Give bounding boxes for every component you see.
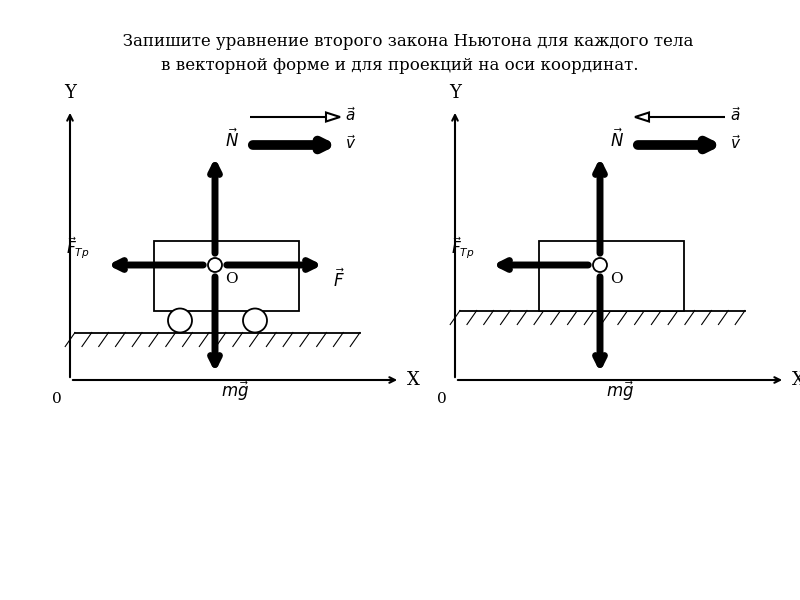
Text: X: X xyxy=(407,371,420,389)
Bar xyxy=(154,241,299,311)
Text: $\vec{F}$: $\vec{F}$ xyxy=(333,269,345,292)
Text: $m\vec{g}$: $m\vec{g}$ xyxy=(221,380,250,403)
Polygon shape xyxy=(635,113,649,121)
Text: O: O xyxy=(225,272,238,286)
Polygon shape xyxy=(326,113,340,121)
Text: в векторной форме и для проекций на оси координат.: в векторной форме и для проекций на оси … xyxy=(162,56,638,73)
Text: $m\vec{g}$: $m\vec{g}$ xyxy=(606,380,634,403)
Text: Y: Y xyxy=(64,84,76,102)
Circle shape xyxy=(243,308,267,332)
Text: $\vec{v}$: $\vec{v}$ xyxy=(345,134,356,152)
Text: $\vec{N}$: $\vec{N}$ xyxy=(225,128,239,151)
Text: $\vec{v}$: $\vec{v}$ xyxy=(730,134,742,152)
Text: $\vec{F}_{Tp}$: $\vec{F}_{Tp}$ xyxy=(451,235,475,261)
Bar xyxy=(539,241,684,311)
Text: O: O xyxy=(610,272,622,286)
Text: X: X xyxy=(792,371,800,389)
Text: $\vec{N}$: $\vec{N}$ xyxy=(610,128,624,151)
Text: Запишите уравнение второго закона Ньютона для каждого тела: Запишите уравнение второго закона Ньютон… xyxy=(107,34,693,50)
Circle shape xyxy=(593,258,607,272)
Text: $\vec{a}$: $\vec{a}$ xyxy=(345,106,356,124)
Text: 0: 0 xyxy=(438,392,447,406)
Text: $\vec{a}$: $\vec{a}$ xyxy=(730,106,741,124)
Text: 0: 0 xyxy=(52,392,62,406)
Text: Y: Y xyxy=(449,84,461,102)
Circle shape xyxy=(168,308,192,332)
Text: $\vec{F}_{Tp}$: $\vec{F}_{Tp}$ xyxy=(66,235,90,261)
Circle shape xyxy=(208,258,222,272)
